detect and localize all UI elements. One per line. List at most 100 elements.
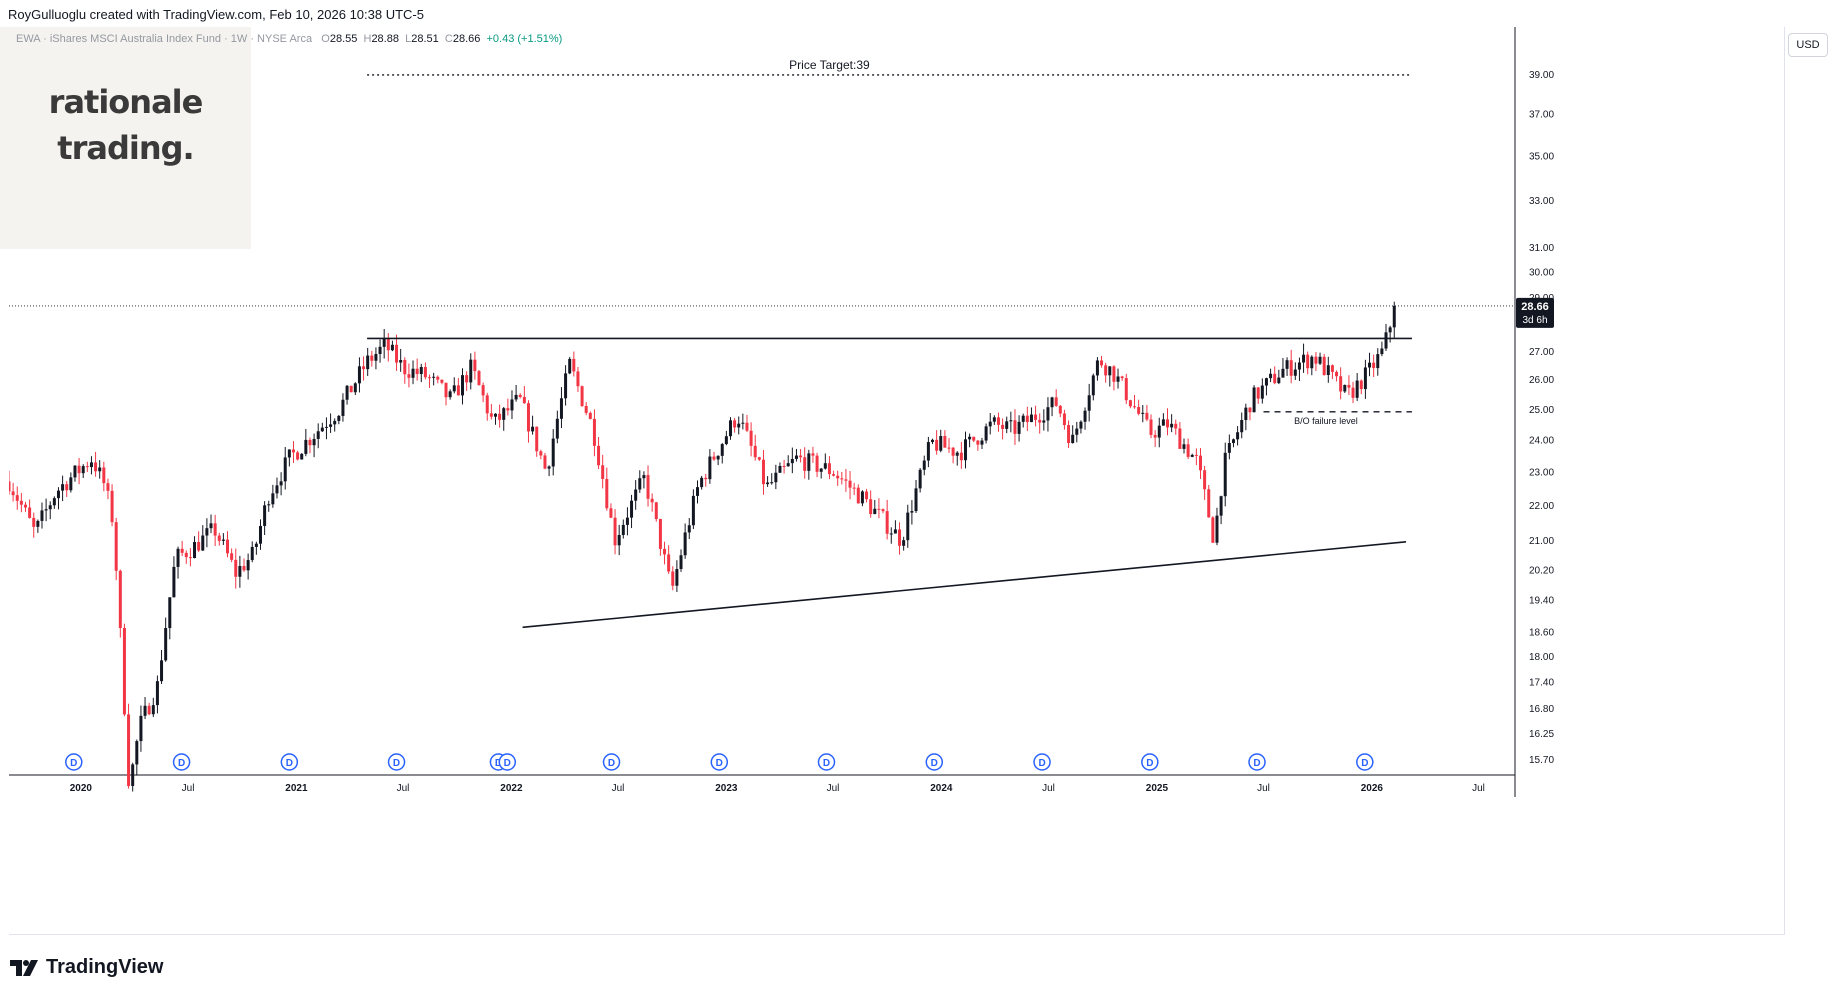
candle-body — [1186, 444, 1190, 457]
time-tick-label: 2026 — [1361, 783, 1384, 794]
candle-body — [316, 431, 320, 439]
candle-body — [1141, 412, 1145, 414]
candle-body — [963, 439, 967, 461]
candle-body — [1137, 406, 1141, 414]
candle-body — [114, 522, 118, 571]
dividend-marker — [1248, 753, 1266, 771]
candle-body — [1029, 414, 1033, 423]
candle-body — [1067, 425, 1071, 444]
candle-body — [778, 465, 782, 473]
candle-body — [568, 358, 572, 374]
candle-body — [592, 418, 596, 446]
candle-body — [860, 491, 864, 504]
time-tick-label: 2025 — [1146, 783, 1169, 794]
candle-body — [1310, 356, 1314, 369]
candle-body — [761, 459, 765, 485]
price-tick-label: 27.00 — [1529, 347, 1554, 358]
candle-body — [757, 457, 761, 460]
price-tick-label: 23.00 — [1529, 468, 1554, 479]
dividend-marker-label: D — [1146, 758, 1153, 769]
candle-body — [209, 523, 213, 529]
low-value: 28.51 — [411, 33, 439, 45]
candle-body — [403, 359, 407, 375]
candle-body — [1062, 413, 1066, 426]
candle-body — [906, 512, 910, 541]
candle-body — [696, 487, 700, 496]
candle-body — [226, 539, 230, 554]
candle-body — [1182, 444, 1186, 449]
candle-body — [1376, 354, 1380, 369]
candle-body — [1277, 377, 1281, 384]
candle-body — [1322, 356, 1326, 376]
candle-body — [180, 548, 184, 553]
chart-annotation: B/O failure level — [1294, 416, 1358, 426]
candle-body — [485, 395, 489, 414]
candle-body — [81, 466, 85, 474]
candle-body — [197, 541, 201, 551]
candle-body — [1095, 360, 1099, 376]
candle-body — [1157, 425, 1161, 438]
tradingview-brand: TradingView — [46, 956, 164, 978]
candle-body — [32, 517, 36, 527]
price-tick-label: 20.20 — [1529, 565, 1554, 576]
candle-body — [498, 413, 502, 420]
candle-body — [675, 568, 679, 586]
candle-body — [1359, 380, 1363, 390]
candle-body — [452, 385, 456, 392]
candle-body — [139, 715, 143, 742]
chart-area[interactable]: 39.0037.0035.0033.0031.0030.0029.0027.00… — [9, 27, 1785, 935]
candle-body — [1335, 371, 1339, 377]
candle-body — [1042, 420, 1046, 423]
candle-body — [1100, 360, 1104, 366]
candle-body — [122, 627, 126, 715]
candle-body — [654, 502, 658, 520]
candle-body — [1326, 365, 1330, 376]
candle-body — [176, 548, 180, 567]
candle-body — [770, 482, 774, 484]
currency-button[interactable]: USD — [1788, 33, 1828, 57]
candle-body — [1058, 405, 1062, 414]
dividend-marker — [817, 753, 836, 771]
candle-body — [246, 560, 250, 571]
candle-body — [650, 498, 654, 503]
candle-body — [36, 520, 40, 527]
price-tick-label: 39.00 — [1529, 70, 1554, 81]
candle-body — [341, 399, 345, 416]
dividend-marker-label: D — [931, 758, 938, 769]
candle-body — [188, 557, 192, 559]
symbol-info-line: EWA · iShares MSCI Australia Index Fund … — [16, 33, 562, 45]
rising-trendline — [522, 541, 1407, 629]
candle-body — [296, 452, 300, 460]
watermark-card: rationale trading. — [0, 27, 251, 249]
candle-body — [147, 705, 151, 715]
candlestick-chart[interactable]: 39.0037.0035.0033.0031.0030.0029.0027.00… — [9, 27, 1784, 934]
time-tick-label: 2023 — [715, 783, 738, 794]
candle-body — [230, 553, 234, 560]
candle-body — [1256, 387, 1260, 399]
candle-body — [741, 422, 745, 424]
candle-body — [597, 445, 601, 466]
candle-body — [94, 462, 98, 472]
candle-body — [926, 442, 930, 461]
candle-body — [774, 472, 778, 483]
candle-body — [1178, 428, 1182, 449]
candle-body — [959, 452, 963, 461]
candle-body — [481, 385, 485, 396]
candle-body — [877, 508, 881, 510]
candle-body — [1087, 395, 1091, 411]
candle-body — [564, 373, 568, 399]
price-tick-label: 18.00 — [1529, 652, 1554, 663]
candle-body — [1025, 415, 1029, 423]
candle-body — [1124, 378, 1128, 401]
candle-body — [127, 714, 131, 786]
open-value: 28.55 — [329, 33, 358, 45]
price-tick-label: 25.00 — [1529, 405, 1554, 416]
candle-body — [415, 368, 419, 375]
candle-body — [419, 367, 423, 375]
candle-body — [968, 436, 972, 440]
candle-body — [522, 396, 526, 404]
candle-body — [1351, 387, 1355, 398]
candle-body — [634, 489, 638, 501]
candle-body — [118, 570, 122, 628]
price-tick-label: 15.70 — [1529, 755, 1554, 766]
